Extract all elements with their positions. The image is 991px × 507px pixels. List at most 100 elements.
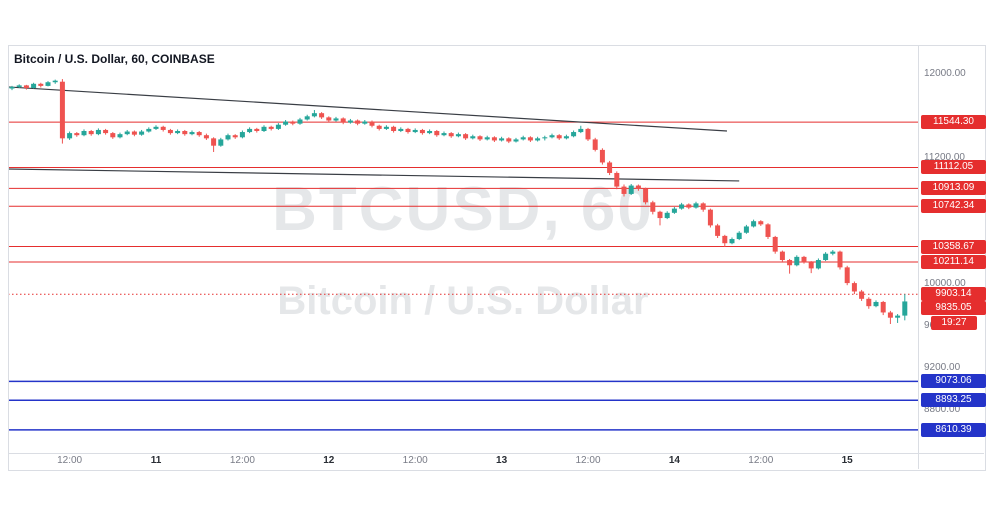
candle-body	[81, 131, 87, 136]
candle-body	[448, 133, 454, 137]
candle-body	[355, 120, 361, 124]
candle-body	[203, 135, 209, 139]
candle-body	[167, 129, 173, 134]
candle-body	[153, 126, 159, 129]
candle-body	[225, 135, 231, 140]
resistance-price-badge[interactable]: 9903.14	[921, 287, 986, 302]
time-axis-separator	[8, 453, 984, 454]
candle-body	[362, 121, 368, 124]
trendline[interactable]	[8, 86, 727, 132]
candle-body	[578, 128, 584, 133]
time-label-hour: 12:00	[57, 455, 83, 466]
candle-body	[477, 136, 483, 140]
candle-body	[635, 185, 641, 189]
candle-body	[247, 128, 253, 133]
candle-body	[700, 203, 706, 210]
candle-body	[211, 138, 217, 146]
resistance-price-badge[interactable]: 10211.14	[921, 254, 986, 269]
candle-body	[290, 121, 296, 124]
time-axis[interactable]: 12:00 11 12:00 12 12:00 13 12:00 14 12:00 15	[0, 455, 991, 475]
candle-body	[110, 133, 116, 138]
candle-body	[787, 260, 793, 266]
resistance-price-badge[interactable]: 11112.05	[921, 160, 986, 175]
candle-body	[124, 131, 130, 135]
candle-body	[571, 132, 577, 137]
candle-body	[823, 253, 829, 261]
candle-body	[304, 116, 310, 120]
price-gridline-label: 8800.00	[924, 403, 961, 415]
candle-body	[463, 134, 469, 139]
candle-body	[491, 137, 497, 141]
candle-body	[866, 298, 872, 307]
time-label-hour: 12:00	[229, 455, 255, 466]
candle-body	[895, 315, 901, 318]
candle-body	[470, 136, 476, 139]
candle-body	[297, 119, 303, 124]
support-price-badge[interactable]: 8610.39	[921, 422, 986, 437]
price-gridline-label: 12000.00	[924, 68, 966, 80]
candle-body	[74, 133, 80, 136]
resistance-price-badge[interactable]: 10913.09	[921, 181, 986, 196]
candle-body	[693, 203, 699, 208]
candle-body	[347, 120, 353, 123]
candle-body	[657, 211, 663, 219]
candle-body	[9, 86, 15, 89]
candle-body	[45, 82, 51, 86]
candle-body	[103, 129, 109, 134]
candle-body	[434, 131, 440, 136]
trendline[interactable]	[8, 168, 740, 182]
time-label-day: 14	[668, 455, 680, 466]
time-label-day: 12	[323, 455, 335, 466]
candle-body	[499, 138, 505, 141]
candle-body	[808, 262, 814, 269]
support-price-badge[interactable]: 8893.25	[921, 393, 986, 408]
candle-body	[902, 301, 908, 316]
candle-body	[175, 131, 181, 134]
candle-body	[801, 256, 807, 263]
current-price-badge[interactable]: 9835.05	[921, 301, 986, 316]
candle-body	[455, 134, 461, 137]
price-axis-separator	[918, 45, 919, 469]
candle-body	[484, 137, 490, 140]
candle-body	[679, 204, 685, 209]
candle-body	[592, 139, 598, 150]
candle-body	[189, 132, 195, 135]
candle-body	[95, 129, 101, 135]
price-gridline-label: 9200.00	[924, 362, 961, 374]
candle-body	[182, 131, 188, 135]
candle-body	[239, 132, 245, 138]
candle-body	[261, 126, 267, 132]
candle-body	[527, 137, 533, 141]
candle-body	[283, 121, 289, 125]
time-label-hour: 12:00	[575, 455, 601, 466]
candle-body	[887, 312, 893, 318]
symbol-legend[interactable]: Bitcoin / U.S. Dollar, 60, COINBASE	[14, 52, 215, 66]
candle-body	[232, 135, 238, 138]
resistance-price-badge[interactable]: 10358.67	[921, 239, 986, 254]
resistance-price-badge[interactable]: 11544.30	[921, 115, 986, 130]
candle-body	[686, 204, 692, 208]
time-label-day: 11	[150, 455, 162, 466]
candle-body	[218, 139, 224, 146]
candle-body	[599, 149, 605, 163]
candle-body	[412, 129, 418, 133]
candle-body	[513, 139, 519, 142]
candle-body	[16, 85, 22, 87]
resistance-price-badge[interactable]: 10742.34	[921, 199, 986, 214]
candle-body	[535, 138, 541, 141]
support-price-badge[interactable]: 9073.06	[921, 374, 986, 389]
candle-body	[549, 135, 555, 138]
candle-body	[427, 131, 433, 134]
candle-body	[736, 232, 742, 240]
price-axis[interactable]: 12000.0011200.0010000.009600.009200.0088…	[920, 0, 991, 507]
time-label-day: 13	[496, 455, 508, 466]
candle-body	[326, 117, 332, 121]
candle-body	[160, 126, 166, 130]
candle-body	[614, 172, 620, 187]
candle-body	[743, 226, 749, 233]
candle-body	[794, 256, 800, 266]
candle-body	[542, 137, 548, 139]
candle-body	[419, 129, 425, 134]
candle-body	[837, 251, 843, 268]
